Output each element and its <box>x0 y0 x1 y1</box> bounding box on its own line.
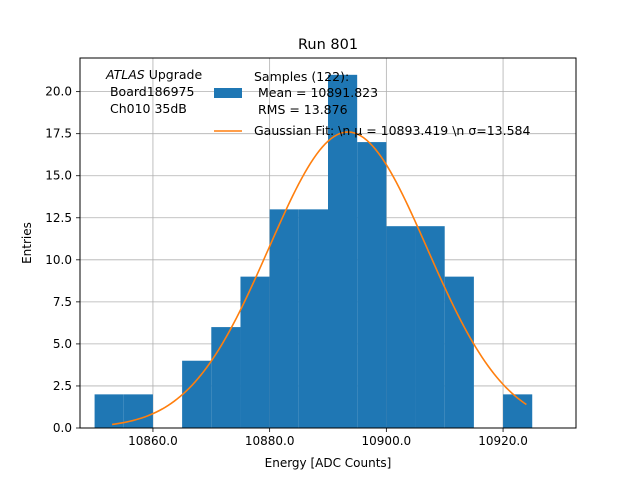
svg-text:ATLAS Upgrade: ATLAS Upgrade <box>105 67 202 82</box>
histogram-bar <box>123 394 153 428</box>
histogram-bar <box>269 209 299 428</box>
annotation-upgrade: Upgrade <box>145 67 203 82</box>
y-axis-label: Entries <box>20 222 34 264</box>
y-axis-ticks: 0.0 2.5 5.0 7.5 10.0 12.5 15.0 17.5 20.0 <box>45 85 80 435</box>
plot-frame <box>79 57 577 429</box>
y-tick-label: 7.5 <box>53 295 72 309</box>
histogram-bar <box>415 226 445 428</box>
histogram-bar <box>94 394 124 428</box>
annotation-board: Board186975 <box>106 84 194 99</box>
chart-title: Run 801 <box>298 37 358 53</box>
annotation-atlas: ATLAS <box>105 67 145 82</box>
legend: Samples (122): Mean = 10891.823 RMS = 13… <box>214 69 530 138</box>
histogram-bar <box>182 360 212 428</box>
legend-samples-title: Samples (122): <box>254 69 349 84</box>
y-tick-label: 2.5 <box>53 379 72 393</box>
histogram-bar <box>298 209 328 428</box>
y-tick-label: 20.0 <box>45 85 72 99</box>
histogram-bar <box>211 327 241 428</box>
x-tick-label: 10880.0 <box>245 434 295 448</box>
annotation-channel: Ch010 35dB <box>106 101 187 116</box>
histogram-bar <box>386 226 416 428</box>
x-tick-label: 10860.0 <box>128 434 178 448</box>
x-tick-label: 10900.0 <box>362 434 412 448</box>
y-tick-label: 12.5 <box>45 211 72 225</box>
x-tick-label: 10920.0 <box>478 434 528 448</box>
histogram-bar <box>357 142 387 428</box>
legend-patch-samples <box>214 88 242 98</box>
histogram-bar <box>503 394 533 428</box>
y-tick-label: 0.0 <box>53 421 72 435</box>
fit-curve-layer <box>111 131 527 426</box>
x-axis-label: Energy [ADC Counts] <box>265 456 392 470</box>
legend-samples-mean: Mean = 10891.823 <box>254 85 378 100</box>
y-tick-label: 15.0 <box>45 169 72 183</box>
y-tick-label: 17.5 <box>45 127 72 141</box>
x-axis-ticks: 10860.0 10880.0 10900.0 10920.0 <box>128 428 528 448</box>
legend-fit-label: Gaussian Fit: \n μ = 10893.419 \n σ=13.5… <box>254 123 530 138</box>
histogram-bar <box>240 276 270 428</box>
histogram-bar <box>444 276 474 428</box>
y-tick-label: 10.0 <box>45 253 72 267</box>
y-tick-label: 5.0 <box>53 337 72 351</box>
histogram-bars <box>94 74 533 429</box>
atlas-annotation: ATLAS Upgrade Board186975 Ch010 35dB <box>105 67 202 116</box>
gaussian-fit-curve <box>111 131 527 426</box>
legend-samples-rms: RMS = 13.876 <box>254 102 348 117</box>
histogram-bar <box>328 74 358 429</box>
